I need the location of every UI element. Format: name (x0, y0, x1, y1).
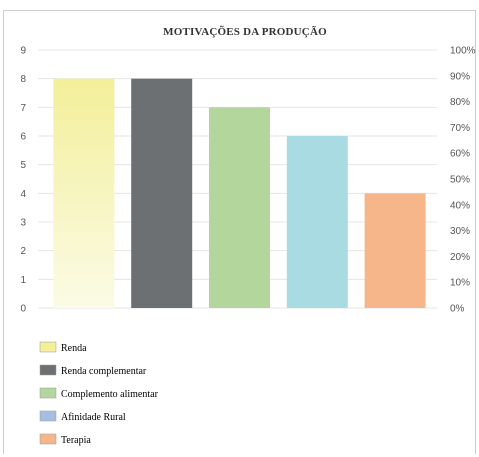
bar-terapia (364, 193, 426, 308)
y2-tick-label: 10% (450, 278, 470, 289)
legend-swatch (39, 387, 57, 399)
y2-tick-label: 60% (450, 149, 470, 160)
y-tick-label: 3 (20, 218, 26, 229)
y-tick-label: 0 (20, 304, 26, 315)
legend-swatch (39, 341, 57, 353)
y2-tick-label: 50% (450, 175, 470, 186)
y2-tick-label: 20% (450, 252, 470, 263)
chart-title: MOTIVAÇÕES DA PRODUÇÃO (163, 26, 327, 38)
y-axis-right: 0% 10% 20% 30% 40% 50% 60% 70% 80% 90% 100% (450, 46, 476, 315)
y-tick-label: 7 (20, 103, 26, 114)
bars (53, 78, 426, 309)
y2-tick-label: 90% (450, 71, 470, 82)
legend-swatch (39, 433, 57, 445)
y-tick-label: 6 (20, 132, 26, 143)
y-tick-label: 4 (20, 189, 26, 200)
legend-swatch (39, 364, 57, 376)
y2-tick-label: 100% (450, 46, 476, 57)
y-tick-label: 2 (20, 246, 26, 257)
bar-complemento-alimentar (209, 107, 270, 308)
bar-afinidade-rural (286, 136, 348, 308)
y2-tick-label: 70% (450, 123, 470, 134)
y-axis-left: 0 1 2 3 4 5 6 7 8 9 (20, 46, 26, 315)
legend-label: Renda complementar (61, 366, 147, 377)
y2-tick-label: 0% (450, 304, 465, 315)
y-tick-label: 8 (20, 74, 26, 85)
legend-label: Terapia (61, 435, 91, 446)
y-tick-label: 9 (20, 46, 26, 57)
y2-tick-label: 80% (450, 97, 470, 108)
legend-label: Complemento alimentar (61, 389, 159, 400)
chart-frame (3, 10, 476, 454)
legend-label: Afinidade Rural (61, 412, 126, 423)
legend: Renda Renda complementar Complemento alime… (39, 341, 159, 446)
legend-label: Renda (61, 343, 87, 354)
bar-renda-complementar (131, 78, 193, 309)
y-tick-label: 1 (20, 275, 26, 286)
legend-swatch (39, 410, 57, 422)
bar-renda (53, 78, 115, 309)
y2-tick-label: 30% (450, 226, 470, 237)
y2-tick-label: 40% (450, 200, 470, 211)
y-tick-label: 5 (20, 160, 26, 171)
